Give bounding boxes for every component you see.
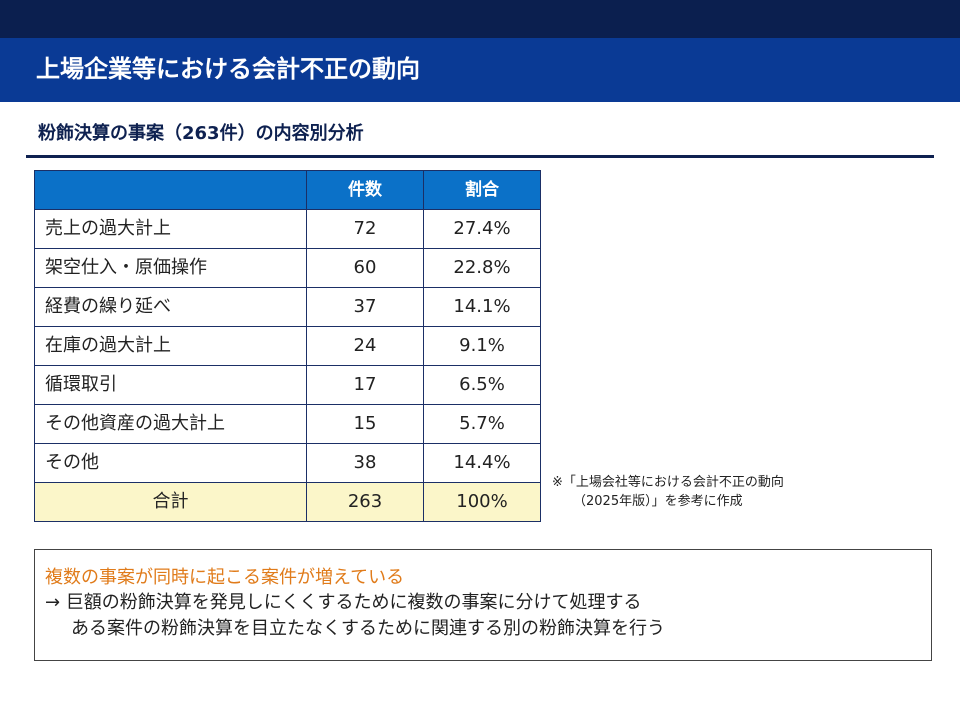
row-count: 17	[306, 365, 424, 405]
table-row: 在庫の過大計上 24 9.1%	[34, 326, 541, 366]
row-share: 14.4%	[423, 443, 541, 483]
callout-point-2: ある案件の粉飾決算を目立たなくするために関連する別の粉飾決算を行う	[71, 618, 665, 639]
header-cell-blank	[34, 170, 307, 210]
row-count: 72	[306, 209, 424, 249]
total-label: 合計	[34, 482, 307, 522]
row-count: 37	[306, 287, 424, 327]
callout-point-1: → 巨額の粉飾決算を発見しにくくするために複数の事案に分けて処理する	[45, 592, 642, 613]
row-share: 5.7%	[423, 404, 541, 444]
table-header-row: 件数 割合	[34, 170, 541, 210]
source-note-line2: （2025年版）」を参考に作成	[573, 494, 743, 509]
section-subtitle: 粉飾決算の事案（263件）の内容別分析	[38, 123, 364, 144]
table-row: 経費の繰り延べ 37 14.1%	[34, 287, 541, 327]
callout-box: 複数の事案が同時に起こる案件が増えている → 巨額の粉飾決算を発見しにくくするた…	[34, 549, 932, 661]
total-share: 100%	[423, 482, 541, 522]
row-share: 22.8%	[423, 248, 541, 288]
slide-title: 上場企業等における会計不正の動向	[36, 55, 420, 83]
header-cell-share: 割合	[423, 170, 541, 210]
table-total-row: 合計 263 100%	[34, 482, 541, 522]
row-share: 9.1%	[423, 326, 541, 366]
table-row: 循環取引 17 6.5%	[34, 365, 541, 405]
row-count: 38	[306, 443, 424, 483]
row-share: 14.1%	[423, 287, 541, 327]
header-cell-count: 件数	[306, 170, 424, 210]
table-row: 売上の過大計上 72 27.4%	[34, 209, 541, 249]
row-label: 在庫の過大計上	[34, 326, 307, 366]
row-count: 15	[306, 404, 424, 444]
total-count: 263	[306, 482, 424, 522]
row-share: 27.4%	[423, 209, 541, 249]
row-label: 経費の繰り延べ	[34, 287, 307, 327]
callout-headline: 複数の事案が同時に起こる案件が増えている	[45, 567, 405, 588]
table-row: その他 38 14.4%	[34, 443, 541, 483]
top-accent-strip	[0, 0, 960, 38]
row-label: 売上の過大計上	[34, 209, 307, 249]
row-label: 架空仕入・原価操作	[34, 248, 307, 288]
row-count: 60	[306, 248, 424, 288]
title-bar	[0, 38, 960, 102]
table-row: 架空仕入・原価操作 60 22.8%	[34, 248, 541, 288]
subtitle-divider	[26, 155, 934, 158]
source-note-line1: ※「上場会社等における会計不正の動向	[552, 475, 784, 490]
row-label: その他	[34, 443, 307, 483]
row-count: 24	[306, 326, 424, 366]
source-note: ※「上場会社等における会計不正の動向 （2025年版）」を参考に作成	[552, 473, 784, 511]
table-row: その他資産の過大計上 15 5.7%	[34, 404, 541, 444]
row-label: その他資産の過大計上	[34, 404, 307, 444]
row-label: 循環取引	[34, 365, 307, 405]
fraud-breakdown-table: 件数 割合 売上の過大計上 72 27.4% 架空仕入・原価操作 60 22.8…	[34, 170, 541, 522]
row-share: 6.5%	[423, 365, 541, 405]
